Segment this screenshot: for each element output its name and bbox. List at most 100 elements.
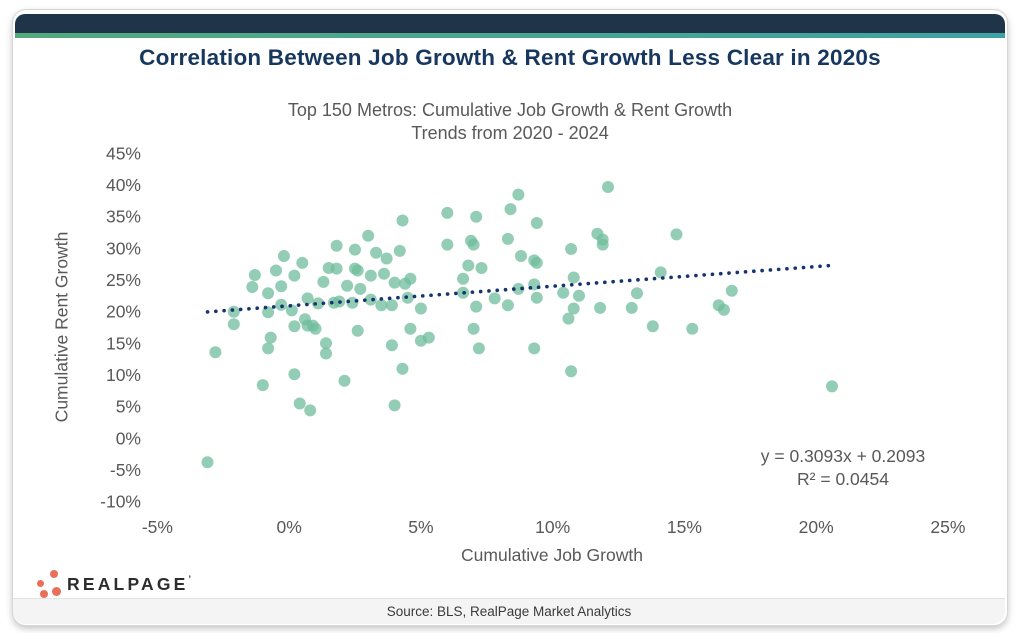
scatter-point (312, 297, 325, 310)
card-background (12, 9, 1008, 626)
scatter-point (262, 287, 275, 300)
scatter-point (285, 304, 298, 317)
scatter-point (275, 298, 288, 311)
scatter-point (349, 243, 361, 256)
equation-line: y = 0.3093x + 0.2093 (760, 446, 926, 466)
scatter-point (631, 287, 643, 300)
logo-dot-icon (40, 590, 48, 598)
page-title: Correlation Between Job Growth & Rent Gr… (139, 45, 881, 70)
x-tick-label: 25% (930, 517, 965, 537)
logo-trademark: ’ (188, 574, 192, 584)
y-tick-label: 45% (106, 143, 141, 163)
source-footer: Source: BLS, RealPage Market Analytics (13, 598, 1005, 624)
scatter-point (567, 271, 580, 284)
scatter-point (467, 322, 480, 335)
scatter-point (594, 301, 607, 314)
scatter-point (602, 181, 614, 193)
scatter-point (530, 256, 543, 269)
scatter-point (296, 256, 309, 269)
scatter-point (422, 331, 435, 344)
x-tick-label: 0% (277, 517, 302, 537)
scatter-point (301, 292, 314, 305)
scatter-point (388, 276, 401, 289)
logo-dot-icon (52, 587, 61, 596)
scatter-point (457, 272, 470, 285)
scatter-point (227, 318, 240, 331)
chart-subtitle-line2: Trends from 2020 - 2024 (411, 123, 609, 143)
scatter-point (567, 302, 580, 315)
scatter-point (515, 250, 527, 262)
scatter-point (472, 342, 485, 355)
scatter-point (256, 379, 269, 392)
scatter-point (512, 188, 525, 201)
x-tick-label: 15% (667, 517, 702, 537)
scatter-point (375, 299, 388, 312)
logo-dot-icon (50, 570, 58, 578)
source-text: Source: BLS, RealPage Market Analytics (386, 604, 632, 619)
scatter-point (530, 217, 543, 229)
scatter-point (625, 301, 638, 314)
top-navy-bar (15, 14, 1005, 33)
scatter-point (275, 280, 288, 293)
scatter-point (264, 331, 277, 344)
scatter-point (320, 337, 332, 350)
x-tick-label: -5% (142, 517, 173, 537)
scatter-point (562, 312, 575, 325)
y-tick-label: -10% (100, 492, 141, 512)
scatter-point (414, 302, 427, 315)
scatter-point (475, 262, 488, 274)
scatter-point (227, 305, 240, 318)
scatter-point (670, 228, 683, 241)
scatter-point (351, 264, 364, 277)
y-tick-label: 0% (116, 428, 141, 448)
y-axis-title: Cumulative Rent Growth (51, 231, 72, 423)
y-tick-label: 25% (106, 270, 141, 290)
scatter-point (686, 322, 699, 335)
scatter-point (320, 347, 332, 360)
scatter-point (270, 264, 282, 277)
y-tick-label: 5% (116, 397, 141, 417)
scatter-point (470, 210, 483, 223)
scatter-point (288, 269, 301, 282)
chart-subtitle-line1: Top 150 Metros: Cumulative Job Growth & … (287, 100, 733, 120)
scatter-point (338, 374, 351, 387)
scatter-point (404, 322, 417, 335)
scatter-point (396, 214, 409, 227)
scatter-point (396, 362, 409, 375)
scatter-point (364, 269, 377, 282)
y-tick-label: 20% (106, 302, 141, 322)
x-axis-title: Cumulative Job Growth (461, 545, 643, 565)
scatter-point (378, 267, 390, 280)
brand-gradient-strip (15, 33, 1005, 38)
scatter-point (388, 399, 401, 412)
scatter-point (467, 238, 480, 251)
logo-wordmark: REALPAGE’ (67, 574, 192, 594)
scatter-point (528, 342, 541, 355)
scatter-point (565, 243, 578, 255)
scatter-point (317, 275, 330, 288)
scatter-point (385, 339, 398, 352)
scatter-point (351, 324, 364, 337)
scatter-point (501, 299, 514, 312)
scatter-point (341, 279, 354, 292)
x-tick-label: 20% (799, 517, 834, 537)
scatter-point (209, 346, 222, 359)
scatter-point (504, 203, 517, 216)
trendline-equation: y = 0.3093x + 0.2093 R² = 0.0454 (693, 445, 993, 491)
y-tick-label: 15% (106, 333, 141, 353)
scatter-point (462, 259, 475, 272)
scatter-point (277, 250, 290, 262)
scatter-point (288, 320, 301, 333)
scatter-point (488, 292, 501, 305)
x-tick-label: 10% (535, 517, 570, 537)
scatter-point (304, 404, 317, 417)
x-tick-label: 5% (408, 517, 433, 537)
scatter-point (441, 206, 454, 219)
scatter-point (293, 397, 306, 410)
scatter-point (654, 266, 667, 279)
y-tick-label: 30% (106, 238, 141, 258)
scatter-point (248, 269, 261, 281)
scatter-point (393, 244, 406, 257)
